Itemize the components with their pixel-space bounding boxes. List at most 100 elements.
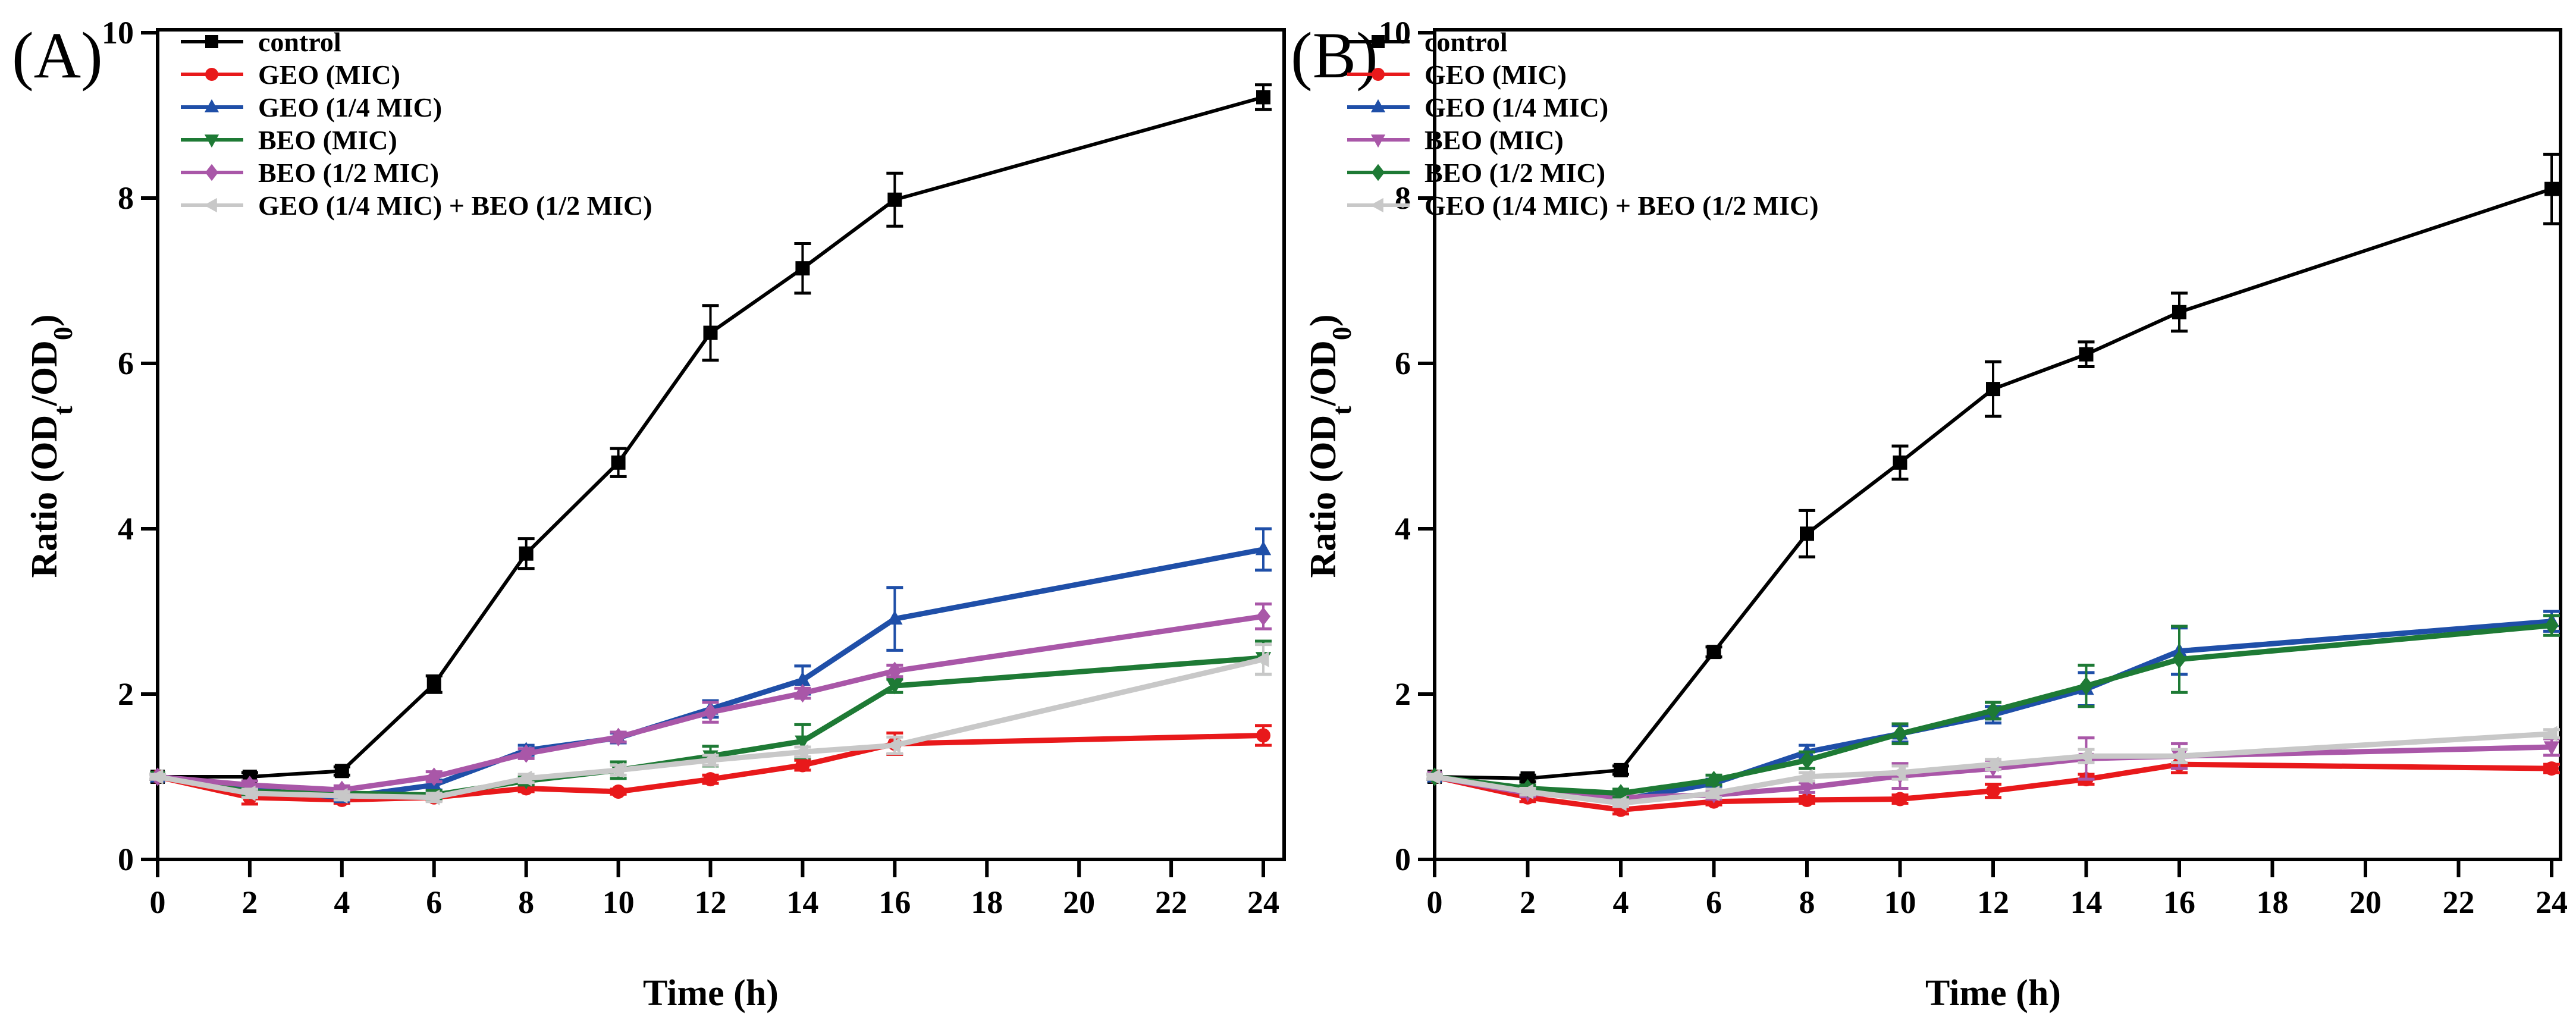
legend-item: BEO (MIC) [181, 125, 397, 155]
legend-item: GEO (1/4 MIC) + BEO (1/2 MIC) [181, 190, 652, 221]
legend-label: BEO (1/2 MIC) [1425, 158, 1605, 188]
legend-item: control [1347, 27, 1508, 57]
legend-item: GEO (1/4 MIC) [1347, 92, 1608, 123]
data-point [1984, 756, 1999, 773]
x-tick-label: 10 [603, 884, 635, 920]
series-geo-1-4-mic-beo-1-2-mic- [1426, 726, 2560, 811]
data-point [703, 772, 718, 787]
data-point [1519, 783, 1534, 800]
x-tick-label: 22 [2443, 884, 2475, 920]
x-tick-label: 4 [1613, 884, 1629, 920]
data-point [1705, 785, 1720, 801]
data-point [1255, 541, 1272, 556]
data-point [702, 752, 717, 768]
data-point [1798, 768, 1813, 785]
x-tick-label: 4 [334, 884, 350, 920]
data-point [203, 197, 217, 213]
data-point [887, 610, 903, 625]
data-point [1256, 607, 1270, 626]
data-point [1256, 90, 1270, 105]
y-tick-label: 2 [1395, 676, 1411, 712]
data-point [425, 789, 440, 805]
data-point [1254, 651, 1269, 667]
data-point [1372, 35, 1385, 48]
data-point [205, 68, 218, 81]
data-point [1986, 701, 2000, 720]
data-point [1612, 795, 1627, 811]
y-tick-label: 6 [1395, 346, 1411, 381]
data-point [205, 35, 218, 48]
y-tick-label: 4 [1395, 511, 1411, 547]
plot-frame [1433, 28, 2562, 861]
data-point [1372, 68, 1385, 81]
data-point [1799, 782, 1815, 796]
data-point [2544, 761, 2559, 776]
legend-label: BEO (MIC) [258, 125, 397, 155]
legend-item: control [181, 27, 341, 57]
x-tick-label: 8 [518, 884, 534, 920]
series-control [149, 83, 1272, 784]
data-point [610, 762, 625, 779]
data-point [611, 784, 626, 799]
y-axis-label: Ratio (ODt/OD0) [24, 314, 78, 578]
data-point [2172, 650, 2186, 669]
data-point [149, 768, 164, 785]
data-point [795, 671, 811, 686]
data-point [1372, 164, 1385, 181]
x-tick-label: 18 [2257, 884, 2289, 920]
data-point [1370, 134, 1386, 148]
legend-item: BEO (1/2 MIC) [1347, 158, 1605, 188]
y-tick-label: 2 [118, 676, 134, 712]
panel-label: (A) [12, 19, 103, 92]
x-tick-label: 12 [695, 884, 727, 920]
data-point [1256, 728, 1270, 743]
panel-label: (B) [1291, 19, 1378, 92]
series-control [1426, 152, 2560, 786]
data-point [334, 764, 349, 779]
legend-item: BEO (MIC) [1347, 125, 1564, 155]
data-point [205, 164, 218, 181]
y-tick-label: 8 [118, 180, 134, 216]
data-point [2079, 676, 2094, 695]
x-tick-label: 0 [1427, 884, 1443, 920]
x-tick-label: 12 [1977, 884, 2009, 920]
legend-label: BEO (MIC) [1425, 125, 1564, 155]
series-beo-1-2-mic- [149, 602, 1272, 799]
data-point [1893, 792, 1907, 807]
data-point [795, 684, 810, 703]
x-tick-label: 20 [2349, 884, 2382, 920]
data-point [333, 787, 348, 804]
data-point [2172, 305, 2186, 319]
panel-b: (B) Time (h) Ratio (ODt/OD0) 0 2 4 6 8 10 12 14… [1291, 15, 2568, 1013]
data-point [2170, 748, 2185, 764]
y-tick-label: 8 [1395, 180, 1411, 216]
data-point [1706, 645, 1721, 660]
x-tick-label: 6 [1706, 884, 1722, 920]
x-tick-label: 8 [1799, 884, 1815, 920]
x-tick-label: 22 [1155, 884, 1187, 920]
legend-item: BEO (1/2 MIC) [181, 158, 439, 188]
legend-label: GEO (MIC) [258, 59, 400, 90]
data-point [2544, 181, 2559, 196]
data-point [1800, 526, 1814, 541]
data-point [1370, 99, 1386, 112]
data-point [519, 744, 534, 763]
data-point [887, 192, 902, 207]
legend-item: GEO (1/4 MIC) + BEO (1/2 MIC) [1347, 190, 1819, 221]
series-line [157, 733, 1264, 803]
data-point [1986, 382, 2000, 397]
data-point [1426, 768, 1441, 785]
data-point [241, 785, 256, 801]
data-point [1370, 197, 1383, 213]
data-point [1986, 783, 2000, 798]
data-point [611, 455, 626, 470]
legend-item: GEO (1/4 MIC) [181, 92, 442, 123]
data-point [426, 767, 441, 786]
x-tick-label: 16 [2163, 884, 2195, 920]
panel-a: (A) Time (h) Ratio (ODt/OD0) 0 2 4 6 8 10 12 14… [12, 15, 1286, 1013]
data-point [703, 702, 718, 722]
series-line [1434, 731, 2552, 807]
series-line [157, 613, 1264, 793]
legend-item: GEO (MIC) [181, 59, 400, 90]
legend-label: GEO (1/4 MIC) + BEO (1/2 MIC) [258, 190, 652, 221]
